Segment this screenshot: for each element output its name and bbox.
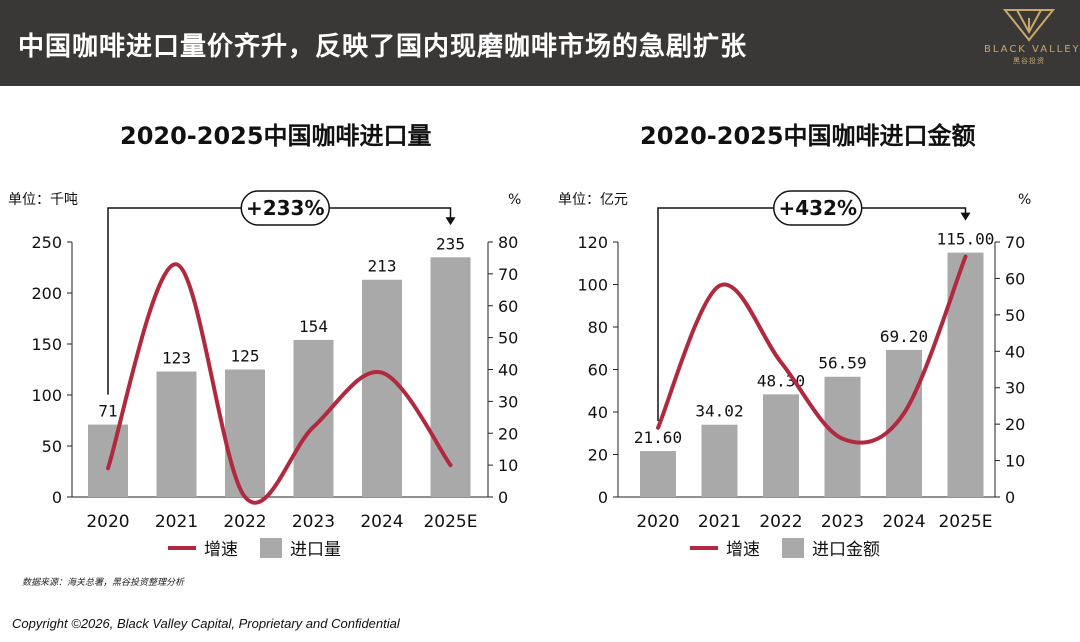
bar-2020 xyxy=(640,451,676,497)
bar-value-label: 123 xyxy=(162,349,191,368)
import-value-chart: 单位：亿元 % 0 20 40 60 80 100 120 0 10 20 30 40 50 60 70 21.6… xyxy=(558,190,1031,560)
brand-logo: BLACK VALLEY 黑谷投资 xyxy=(984,8,1080,78)
logo-brand-text: BLACK VALLEY xyxy=(984,44,1080,55)
header-bar: 中国咖啡进口量价齐升，反映了国内现磨咖啡市场的急剧扩张 BLACK VALLEY… xyxy=(0,0,1080,86)
right-tick-label: 60 xyxy=(498,297,518,316)
unit-right-label: % xyxy=(508,192,521,208)
left-tick-label: 80 xyxy=(588,318,608,337)
right-tick-label: 20 xyxy=(1005,415,1025,434)
bar-2025E xyxy=(430,257,471,497)
growth-callout-label: +432% xyxy=(778,196,857,220)
left-tick-label: 120 xyxy=(577,233,608,252)
left-tick-label: 60 xyxy=(588,361,608,380)
category-label: 2020 xyxy=(86,512,129,532)
right-tick-label: 30 xyxy=(498,392,518,411)
bar-value-label: 235 xyxy=(436,234,465,253)
unit-left-label: 单位：亿元 xyxy=(558,192,628,208)
growth-callout-box xyxy=(240,190,330,226)
import-volume-chart: 单位：千吨 % 0 50 100 150 200 250 0 10 20 30 40 50 60 70 80 71… xyxy=(8,190,521,560)
category-label: 2023 xyxy=(292,512,335,532)
left-tick-label: 250 xyxy=(31,233,62,252)
chart-title-value: 2020-2025中国咖啡进口金额 xyxy=(640,122,976,150)
bar-value-label: 21.60 xyxy=(634,428,682,447)
right-tick-label: 0 xyxy=(1005,488,1015,507)
right-tick-label: 80 xyxy=(498,233,518,252)
category-label: 2023 xyxy=(821,512,864,532)
left-tick-label: 100 xyxy=(577,276,608,295)
right-tick-label: 70 xyxy=(1005,233,1025,252)
unit-left-label: 单位：千吨 xyxy=(8,192,78,208)
bar-2021 xyxy=(701,424,738,497)
bar-2021 xyxy=(156,371,197,497)
logo-sub-text: 黑谷投资 xyxy=(1013,57,1045,65)
right-tick-label: 40 xyxy=(1005,342,1025,361)
right-tick-label: 50 xyxy=(1005,306,1025,325)
right-tick-label: 10 xyxy=(1005,452,1025,471)
right-tick-label: 70 xyxy=(498,265,518,284)
right-tick-label: 0 xyxy=(498,488,508,507)
bracket-arrow-icon xyxy=(960,212,971,221)
legend-bar-label: 进口金额 xyxy=(812,540,880,560)
right-tick-label: 30 xyxy=(1005,379,1025,398)
bar-2020 xyxy=(88,424,128,497)
left-tick-label: 150 xyxy=(31,335,62,354)
right-tick-label: 10 xyxy=(498,456,518,475)
left-tick-label: 0 xyxy=(598,488,608,507)
right-tick-label: 40 xyxy=(498,361,518,380)
left-tick-label: 40 xyxy=(588,403,608,422)
category-label: 2021 xyxy=(698,512,741,532)
legend-bar-label: 进口量 xyxy=(290,540,341,560)
bar-value-label: 34.02 xyxy=(695,402,743,421)
bar-2022 xyxy=(225,369,265,497)
bar-value-label: 125 xyxy=(231,347,260,366)
bar-value-label: 154 xyxy=(299,317,328,336)
copyright-notice: Copyright ©2026, Black Valley Capital, P… xyxy=(12,616,400,631)
left-tick-label: 0 xyxy=(52,488,62,507)
bracket-arrow-icon xyxy=(445,217,456,226)
bar-value-label: 213 xyxy=(368,257,397,276)
right-tick-label: 20 xyxy=(498,424,518,443)
bar-value-label: 115.00 xyxy=(937,230,995,249)
bar-2024 xyxy=(886,349,922,497)
left-tick-label: 50 xyxy=(42,437,62,456)
right-tick-label: 60 xyxy=(1005,269,1025,288)
left-tick-label: 100 xyxy=(31,386,62,405)
legend-bar-swatch xyxy=(782,538,804,558)
category-label: 2021 xyxy=(155,512,198,532)
black-valley-logo-icon xyxy=(1003,9,1055,42)
growth-callout-label: +233% xyxy=(246,196,325,220)
growth-rate-line xyxy=(656,254,968,445)
left-tick-label: 20 xyxy=(588,446,608,465)
bar-value-label: 71 xyxy=(98,402,117,421)
bar-value-label: 56.59 xyxy=(818,354,866,373)
category-label: 2022 xyxy=(759,512,802,532)
data-source-note: 数据来源：海关总署，黑谷投资整理分析 xyxy=(22,578,185,588)
bar-value-label: 69.20 xyxy=(880,327,928,346)
right-tick-label: 50 xyxy=(498,329,518,348)
bar-2022 xyxy=(763,394,799,497)
bar-2024 xyxy=(362,279,402,497)
category-label: 2020 xyxy=(636,512,679,532)
category-label: 2025E xyxy=(938,512,992,532)
bar-2023 xyxy=(293,339,334,497)
category-label: 2024 xyxy=(360,512,403,532)
category-label: 2025E xyxy=(423,512,477,532)
legend-line-label: 增速 xyxy=(204,540,238,560)
growth-callout-box xyxy=(773,190,863,226)
legend-bar-swatch xyxy=(260,538,282,558)
category-label: 2022 xyxy=(223,512,266,532)
left-tick-label: 200 xyxy=(31,284,62,303)
unit-right-label: % xyxy=(1018,192,1031,208)
page-title: 中国咖啡进口量价齐升，反映了国内现磨咖啡市场的急剧扩张 xyxy=(18,32,748,62)
legend-line-label: 增速 xyxy=(726,540,760,560)
chart-title-volume: 2020-2025中国咖啡进口量 xyxy=(120,122,432,150)
category-label: 2024 xyxy=(882,512,925,532)
